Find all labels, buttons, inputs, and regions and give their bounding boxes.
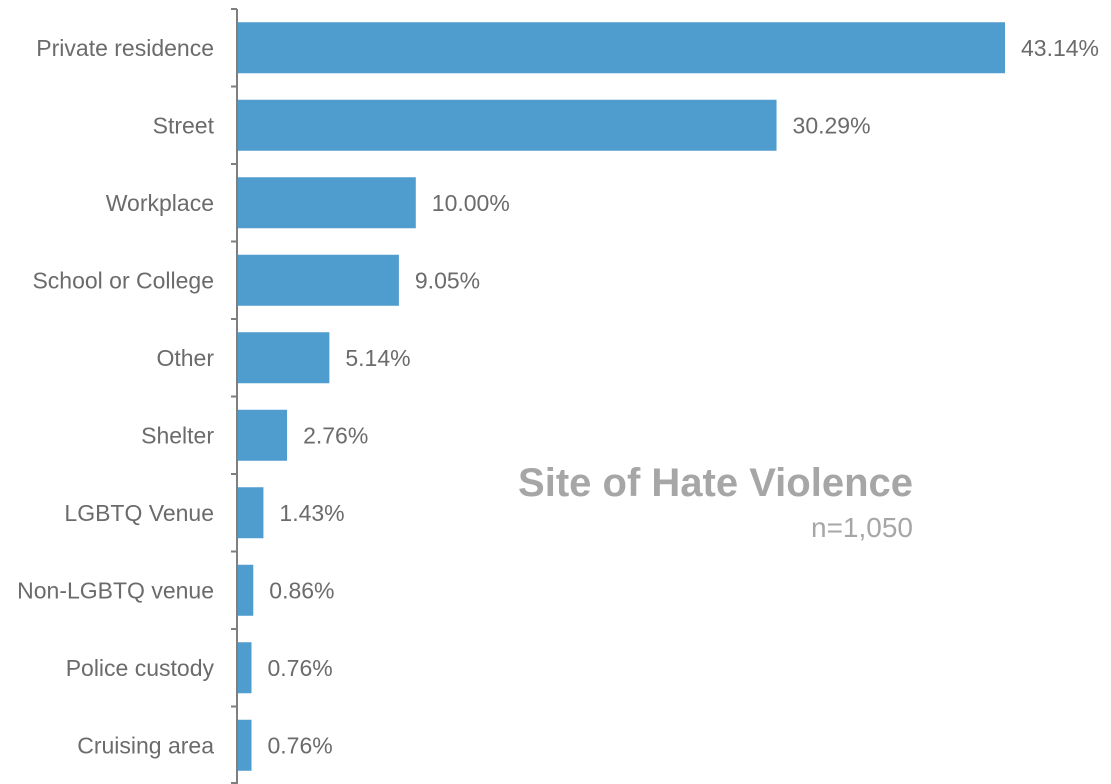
value-label-workplace: 10.00%	[432, 190, 510, 216]
category-label-private-residence: Private residence	[36, 35, 214, 61]
category-label-other: Other	[156, 345, 214, 371]
bars-group	[238, 22, 1005, 771]
category-axis	[231, 8, 238, 784]
value-label-other: 5.14%	[345, 345, 410, 371]
bar-workplace	[238, 177, 416, 229]
bar-shelter	[238, 409, 288, 461]
category-label-police-custody: Police custody	[66, 655, 215, 681]
value-label-private-residence: 43.14%	[1021, 35, 1099, 61]
bar-other	[238, 332, 330, 384]
value-label-shelter: 2.76%	[303, 422, 368, 448]
bar-lgbtq-venue	[238, 487, 264, 539]
bar-non-lgbtq-venue	[238, 564, 254, 616]
category-label-school-or-college: School or College	[32, 267, 214, 293]
value-label-lgbtq-venue: 1.43%	[279, 500, 344, 526]
category-label-street: Street	[153, 112, 215, 138]
category-label-non-lgbtq-venue: Non-LGBTQ venue	[17, 577, 214, 603]
bar-cruising-area	[238, 719, 252, 771]
bar-police-custody	[238, 642, 252, 694]
value-label-non-lgbtq-venue: 0.86%	[269, 577, 334, 603]
category-label-lgbtq-venue: LGBTQ Venue	[64, 500, 214, 526]
bar-school-or-college	[238, 254, 399, 306]
category-label-shelter: Shelter	[141, 422, 214, 448]
category-label-cruising-area: Cruising area	[77, 732, 214, 758]
chart-subtitle: n=1,050	[811, 512, 913, 543]
value-label-cruising-area: 0.76%	[268, 732, 333, 758]
bar-private-residence	[238, 22, 1005, 74]
value-label-school-or-college: 9.05%	[415, 267, 480, 293]
bar-street	[238, 99, 777, 151]
value-label-police-custody: 0.76%	[268, 655, 333, 681]
labels-group: Private residence 43.14% Street 30.29% Workp…	[17, 35, 1099, 759]
category-label-workplace: Workplace	[106, 190, 214, 216]
value-label-street: 30.29%	[793, 112, 871, 138]
chart-title: Site of Hate Violence	[518, 461, 913, 505]
